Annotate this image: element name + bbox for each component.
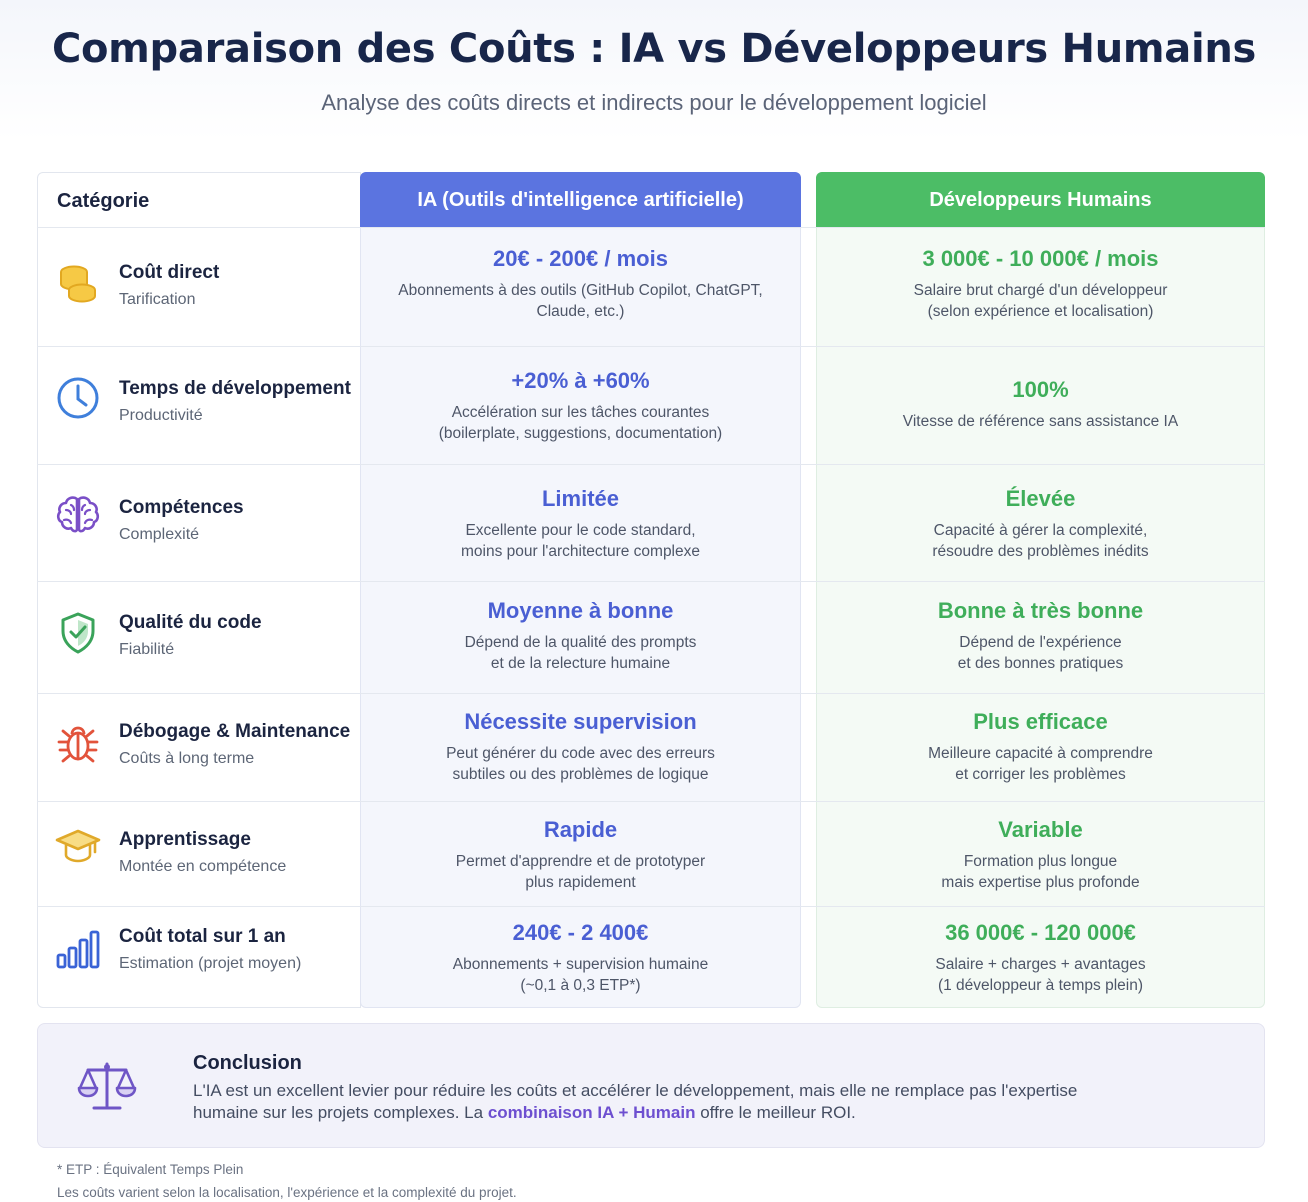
footnote-etp: * ETP : Équivalent Temps Plein [57,1162,244,1177]
row-apprentissage: Apprentissage Montée en compétence Rapid… [37,802,1265,906]
row-subtitle: Complexité [119,526,200,543]
brain-icon [55,493,101,539]
ia-cell: Nécessite supervision Peut générer du co… [360,707,801,785]
bar-chart-icon [55,927,101,973]
human-value: 36 000€ - 120 000€ [945,920,1136,945]
row-debogage-maintenance: Débogage & Maintenance Coûts à long term… [37,694,1265,801]
category-column [37,172,361,1008]
ia-column [360,172,801,1008]
row-cout-total: Coût total sur 1 an Estimation (projet m… [37,907,1265,1007]
human-cell: Bonne à très bonne Dépend de l'expérienc… [816,596,1265,674]
page-title: Comparaison des Coûts : IA vs Développeu… [51,26,1257,72]
human-cell: Élevée Capacité à gérer la complexité, r… [816,484,1265,562]
clock-icon [55,375,101,421]
row-divider [37,346,1265,347]
row-cout-direct: Coût direct Tarification 20€ - 200€ / mo… [37,228,1265,346]
row-qualite-code: Qualité du code Fiabilité Moyenne à bonn… [37,582,1265,693]
human-description: Dépend de l'expérience et des bonnes pra… [957,634,1124,672]
ia-value: Rapide [543,817,618,842]
human-value: Variable [998,817,1083,842]
human-description: Meilleure capacité à comprendre et corri… [928,745,1153,783]
page-subtitle: Analyse des coûts directs et indirects p… [321,90,987,115]
ia-description: Permet d'apprendre et de prototyper plus… [455,853,706,891]
row-divider [37,801,1265,802]
ia-cell: Moyenne à bonne Dépend de la qualité des… [360,596,801,674]
header-ia: IA (Outils d'intelligence artificielle) [360,172,801,228]
ia-description: Peut générer du code avec des erreurs su… [446,745,715,783]
human-cell: 100% Vitesse de référence sans assistanc… [816,375,1265,432]
row-subtitle: Montée en compétence [119,858,287,875]
ia-cell: Limitée Excellente pour le code standard… [360,484,801,562]
human-value: 100% [1012,377,1069,402]
row-title: Coût direct [119,262,220,283]
row-temps-developpement: Temps de développement Productivité +20%… [37,347,1265,464]
ia-description: Dépend de la qualité des prompts et de l… [464,634,697,672]
row-divider [37,693,1265,694]
row-subtitle: Tarification [119,291,196,308]
coins-icon [55,260,101,306]
human-value: Élevée [1005,486,1076,511]
row-divider [37,906,1265,907]
human-cell: Plus efficace Meilleure capacité à compr… [816,707,1265,785]
conclusion-title: Conclusion [193,1052,302,1074]
human-description: Capacité à gérer la complexité, résoudre… [932,522,1149,560]
conclusion-highlight: combinaison IA + Humain [487,1103,696,1122]
human-description: Salaire brut chargé d'un développeur (se… [913,282,1168,320]
row-title: Coût total sur 1 an [119,926,286,947]
conclusion-box: Conclusion L'IA est un excellent levier … [37,1023,1265,1148]
conclusion-text: L'IA est un excellent levier pour réduir… [193,1080,1093,1124]
human-cell: 36 000€ - 120 000€ Salaire + charges + a… [816,918,1265,996]
ia-cell: 240€ - 2 400€ Abonnements + supervision … [360,918,801,996]
conclusion-text-part-2: offre le meilleur ROI. [695,1103,856,1122]
scale-icon [76,1058,138,1114]
row-title: Temps de développement [119,378,351,399]
row-subtitle: Estimation (projet moyen) [119,955,302,972]
graduation-cap-icon [55,824,101,870]
row-divider [37,227,1265,228]
row-divider [37,581,1265,582]
row-title: Apprentissage [119,829,251,850]
row-divider [37,464,1265,465]
ia-cell: Rapide Permet d'apprendre et de prototyp… [360,815,801,893]
conclusion-text-part-1: L'IA est un excellent levier pour réduir… [193,1081,1078,1122]
ia-description: Excellente pour le code standard, moins … [460,522,700,560]
ia-value: +20% à +60% [511,368,650,393]
footnote-note: Les coûts varient selon la localisation,… [57,1185,517,1200]
human-value: Bonne à très bonne [937,598,1144,623]
ia-cell: 20€ - 200€ / mois Abonnements à des outi… [360,244,801,322]
ia-value: Moyenne à bonne [487,598,674,623]
ia-description: Abonnements à des outils (GitHub Copilot… [398,282,763,320]
ia-value: 240€ - 2 400€ [512,920,649,945]
comparison-table: Catégorie IA (Outils d'intelligence arti… [37,172,1265,1008]
human-cell: Variable Formation plus longue mais expe… [816,815,1265,893]
human-cell: 3 000€ - 10 000€ / mois Salaire brut cha… [816,244,1265,322]
row-title: Compétences [119,497,244,518]
row-competences: Compétences Complexité Limitée Excellent… [37,465,1265,581]
ia-value: 20€ - 200€ / mois [493,246,668,271]
header-category: Catégorie [57,190,150,212]
ia-description: Abonnements + supervision humaine (~0,1 … [452,956,709,994]
human-value: 3 000€ - 10 000€ / mois [922,246,1159,271]
shield-check-icon [55,610,101,656]
human-value: Plus efficace [973,709,1108,734]
ia-value: Nécessite supervision [464,709,697,734]
human-description: Vitesse de référence sans assistance IA [902,413,1179,430]
bug-icon [55,720,101,766]
human-description: Salaire + charges + avantages (1 dévelop… [935,956,1146,994]
row-subtitle: Productivité [119,407,203,424]
row-title: Débogage & Maintenance [119,721,351,742]
row-subtitle: Coûts à long terme [119,750,255,767]
row-title: Qualité du code [119,612,262,633]
header-human: Développeurs Humains [816,172,1265,228]
row-subtitle: Fiabilité [119,641,175,658]
ia-value: Limitée [541,486,620,511]
human-description: Formation plus longue mais expertise plu… [941,853,1140,891]
ia-cell: +20% à +60% Accélération sur les tâches … [360,366,801,444]
ia-description: Accélération sur les tâches courantes (b… [438,404,723,442]
human-column [816,172,1265,1008]
